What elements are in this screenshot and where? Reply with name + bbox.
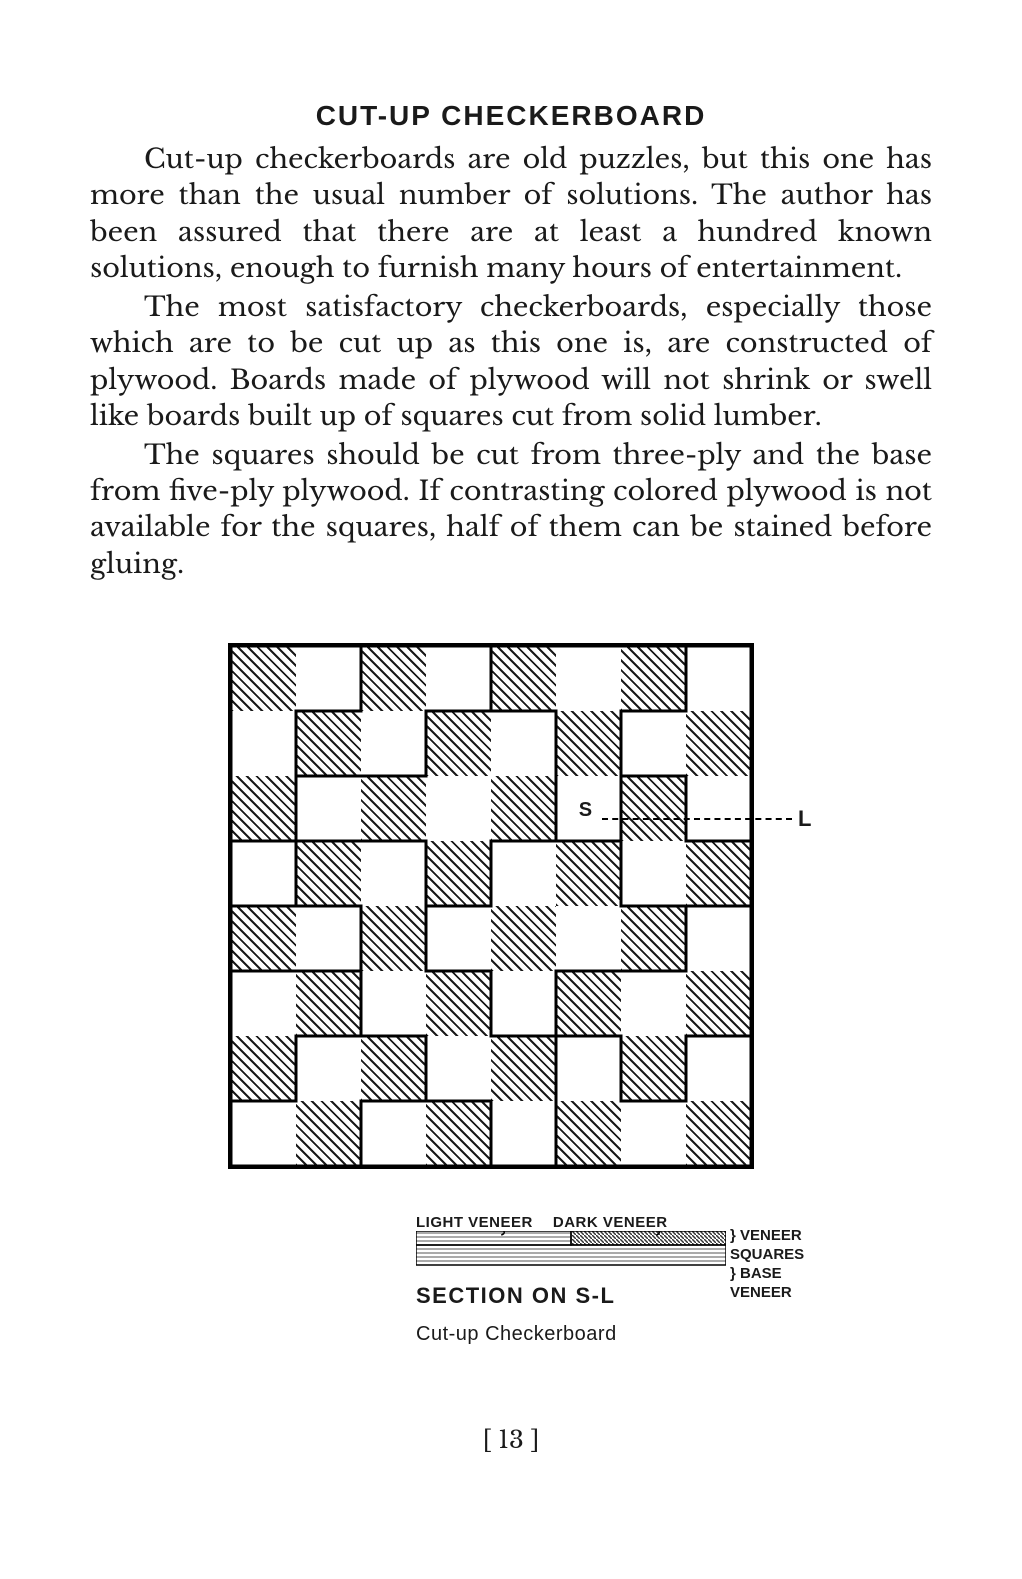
- board-cell: [686, 646, 751, 711]
- board-cell: [621, 841, 686, 906]
- board-cell: [296, 906, 361, 971]
- board-cell: [491, 646, 556, 711]
- board-cell: [296, 841, 361, 906]
- section-marker-l: L: [798, 806, 811, 832]
- board-cell: [296, 711, 361, 776]
- board-cell: [231, 646, 296, 711]
- checkerboard-grid: [228, 643, 754, 1169]
- board-cell: [556, 646, 621, 711]
- board-cell: [556, 841, 621, 906]
- board-cell: [231, 841, 296, 906]
- figure-area: S L LIGHT VENEER DARK VENEER } VENEER SQ…: [90, 643, 932, 1346]
- board-cell: [361, 971, 426, 1036]
- label-dark-veneer: DARK VENEER: [553, 1214, 668, 1231]
- board-cell: [491, 906, 556, 971]
- paragraph: The most satisfactory checkerboards, esp…: [90, 290, 932, 436]
- page-number: [ 13 ]: [90, 1426, 932, 1455]
- board-cell: [426, 1036, 491, 1101]
- board-cell: [231, 711, 296, 776]
- board-cell: [686, 906, 751, 971]
- board-cell: [426, 971, 491, 1036]
- label-base-veneer: } BASE VENEER: [730, 1265, 804, 1303]
- body-text: Cut-up checkerboards are old puzzles, bu…: [90, 142, 932, 583]
- paragraph: The squares should be cut from three-ply…: [90, 438, 932, 584]
- board-cell: [361, 1036, 426, 1101]
- board-cell: [621, 646, 686, 711]
- board-cell: [296, 1101, 361, 1166]
- cross-section-diagram: LIGHT VENEER DARK VENEER } VENEER SQUARE…: [416, 1214, 726, 1346]
- section-marker-s: S: [579, 799, 592, 822]
- board-cell: [556, 711, 621, 776]
- board-cell: [231, 906, 296, 971]
- board-cell: [491, 841, 556, 906]
- board-cell: [686, 1101, 751, 1166]
- board-cell: [491, 1036, 556, 1101]
- board-cell: [361, 841, 426, 906]
- board-cell: [686, 841, 751, 906]
- board-cell: [556, 1036, 621, 1101]
- board-cell: [296, 1036, 361, 1101]
- checkerboard-wrap: S L: [228, 643, 754, 1169]
- board-cell: [426, 776, 491, 841]
- board-cell: [231, 776, 296, 841]
- board-cell: [491, 971, 556, 1036]
- board-cell: [231, 971, 296, 1036]
- book-page: CUT-UP CHECKERBOARD Cut-up checkerboards…: [0, 0, 1022, 1515]
- figure-caption: Cut-up Checkerboard: [416, 1323, 726, 1346]
- section-strip-icon: [416, 1231, 726, 1269]
- board-cell: [361, 711, 426, 776]
- board-cell: [361, 776, 426, 841]
- leader-dash-icon: [602, 818, 793, 820]
- board-cell: [426, 711, 491, 776]
- board-cell: [556, 1101, 621, 1166]
- board-cell: [556, 906, 621, 971]
- board-cell: [621, 971, 686, 1036]
- board-cell: [621, 906, 686, 971]
- board-cell: [686, 711, 751, 776]
- board-cell: [491, 776, 556, 841]
- board-cell: [426, 646, 491, 711]
- board-cell: [361, 906, 426, 971]
- section-top-labels: LIGHT VENEER DARK VENEER: [416, 1214, 726, 1231]
- board-cell: [686, 971, 751, 1036]
- board-cell: [361, 1101, 426, 1166]
- board-cell: [621, 1036, 686, 1101]
- board-cell: [296, 646, 361, 711]
- label-veneer-squares: } VENEER SQUARES: [730, 1227, 804, 1265]
- board-cell: [426, 906, 491, 971]
- board-cell: [491, 711, 556, 776]
- label-light-veneer: LIGHT VENEER: [416, 1214, 533, 1231]
- board-cell: [231, 1101, 296, 1166]
- section-title: SECTION ON S-L: [416, 1283, 726, 1309]
- board-cell: [426, 1101, 491, 1166]
- page-title: CUT-UP CHECKERBOARD: [90, 100, 932, 132]
- board-cell: [686, 1036, 751, 1101]
- board-cell: [556, 971, 621, 1036]
- section-leader-line: L: [602, 806, 812, 832]
- board-cell: [621, 1101, 686, 1166]
- board-cell: [426, 841, 491, 906]
- paragraph: Cut-up checkerboards are old puzzles, bu…: [90, 142, 932, 288]
- section-side-labels: } VENEER SQUARES } BASE VENEER: [730, 1227, 804, 1302]
- board-cell: [491, 1101, 556, 1166]
- board-cell: [296, 971, 361, 1036]
- board-cell: [621, 711, 686, 776]
- board-cell: [231, 1036, 296, 1101]
- board-cell: [361, 646, 426, 711]
- board-cell: [296, 776, 361, 841]
